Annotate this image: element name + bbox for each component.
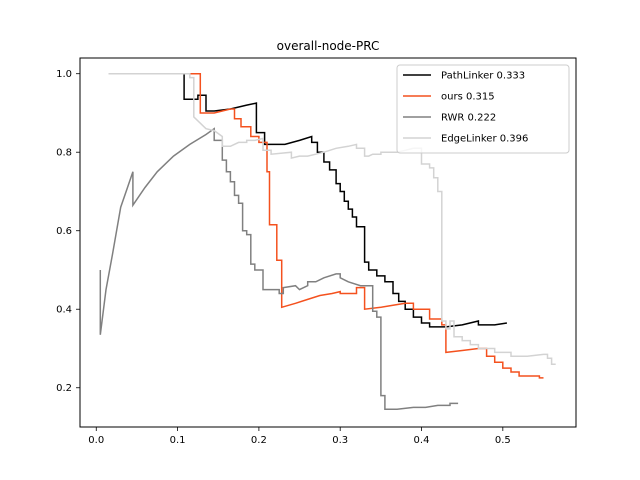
y-tick-label: 0.4 xyxy=(56,305,72,316)
series-line-2 xyxy=(99,127,459,411)
y-tick-label: 0.2 xyxy=(56,383,72,394)
x-axis: 0.0 0.1 0.2 0.3 0.4 0.5 xyxy=(88,427,511,446)
series-line-0 xyxy=(108,72,508,328)
y-axis: 0.2 0.4 0.6 0.8 1.0 xyxy=(56,69,80,394)
x-tick-label: 0.3 xyxy=(332,435,348,446)
legend-label-3: EdgeLinker 0.396 xyxy=(441,134,528,145)
y-tick-label: 0.6 xyxy=(56,226,72,237)
series-line-1 xyxy=(108,72,544,379)
chart-title: overall-node-PRC xyxy=(277,39,380,53)
x-tick-label: 0.1 xyxy=(170,435,186,446)
x-tick-label: 0.5 xyxy=(495,435,511,446)
legend-box xyxy=(396,64,570,154)
x-tick-label: 0.2 xyxy=(251,435,267,446)
axes-frame xyxy=(79,57,577,428)
legend-label-1: ours 0.315 xyxy=(441,92,495,103)
y-tick-label: 1.0 xyxy=(56,69,72,80)
legend-label-0: PathLinker 0.333 xyxy=(441,71,525,82)
legend: PathLinker 0.333 ours 0.315 RWR 0.222 EdgeL… xyxy=(396,64,570,154)
x-tick-label: 0.4 xyxy=(414,435,430,446)
legend-label-2: RWR 0.222 xyxy=(441,113,496,124)
x-tick-label: 0.0 xyxy=(88,435,104,446)
y-tick-label: 0.8 xyxy=(56,148,72,159)
